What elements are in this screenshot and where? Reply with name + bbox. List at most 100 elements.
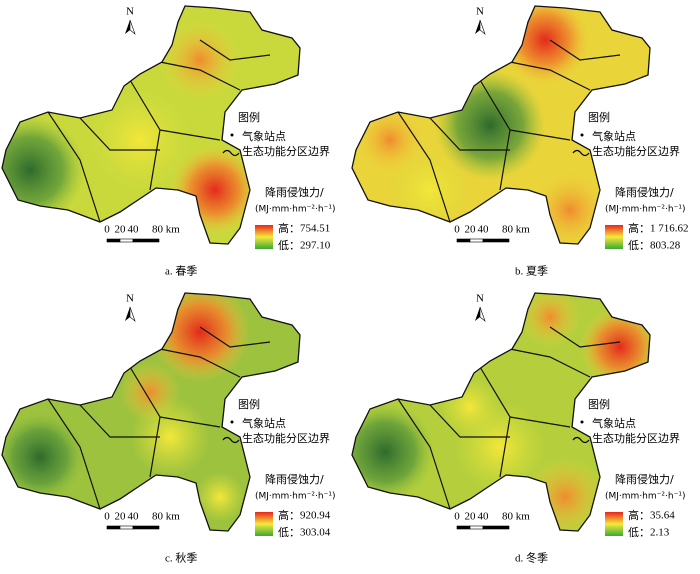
erosion-title: 降雨侵蚀力/: [265, 472, 324, 486]
scale-label: 0: [454, 224, 460, 236]
north-label: N: [476, 6, 484, 18]
zone-boundary: [159, 61, 241, 91]
color-ramp: [605, 512, 623, 536]
station-symbol: [580, 133, 584, 137]
north-arrow: [129, 19, 136, 35]
erosion-unit: (MJ·mm·hm⁻²·h⁻¹): [255, 492, 335, 502]
north-arrow: [129, 306, 136, 322]
color-ramp: [255, 512, 273, 536]
scale-bar: [469, 238, 484, 243]
high-label: 高：: [278, 508, 300, 522]
scale-bar: [119, 238, 134, 243]
legend-title: 图例: [588, 397, 610, 411]
high-label: 高：: [628, 508, 650, 522]
north-label: N: [476, 293, 484, 305]
scale-label: 20: [465, 511, 477, 523]
zone-boundary: [429, 117, 510, 151]
station-symbol: [230, 420, 234, 424]
zone-boundary: [47, 398, 101, 510]
scale-label: 20: [465, 224, 477, 236]
zone-boundary: [509, 416, 571, 428]
boundary-symbol: [572, 436, 590, 444]
scale-label: 0: [104, 511, 110, 523]
boundary-symbol: [222, 436, 240, 444]
boundary-symbol: [222, 149, 240, 157]
erosion-unit: (MJ·mm·hm⁻²·h⁻¹): [605, 492, 685, 502]
boundary-label: 生态功能分区边界: [242, 431, 330, 445]
panel-caption: c. 秋季: [165, 551, 197, 565]
low-label: 低：: [278, 239, 300, 252]
scale-bar: [482, 238, 510, 243]
station-label: 气象站点: [242, 129, 286, 143]
scale-label: 40: [128, 511, 140, 523]
raster-layer: [355, 6, 621, 244]
low-label: 低：: [628, 239, 650, 252]
low-label: 低：: [628, 526, 650, 539]
legend-title: 图例: [238, 110, 260, 124]
scale-label: 40: [128, 224, 140, 236]
zone-boundary: [159, 129, 221, 141]
high-value: 35.64: [650, 510, 675, 522]
high-value: 1 716.62: [650, 223, 689, 235]
scale-bar: [106, 525, 121, 530]
legend-title: 图例: [588, 110, 610, 124]
zone-boundary: [159, 348, 241, 378]
station-symbol: [230, 133, 234, 137]
zone-boundary: [429, 404, 510, 438]
station-label: 气象站点: [242, 416, 286, 430]
raster-patch: [352, 402, 435, 502]
legend-title: 图例: [238, 397, 260, 411]
scale-label: 0: [454, 511, 460, 523]
scale-label: 80 km: [502, 224, 530, 236]
low-value: 303.04: [300, 527, 331, 539]
north-arrow: [475, 307, 480, 321]
low-value: 803.28: [650, 240, 681, 252]
scale-bar: [469, 525, 484, 530]
scale-label: 40: [478, 224, 490, 236]
low-label: 低：: [278, 526, 300, 539]
scale-bar: [456, 525, 471, 530]
zone-boundary: [199, 39, 271, 61]
panel-caption: b. 夏季: [515, 265, 548, 278]
raster-patch: [130, 397, 210, 477]
north-arrow: [479, 19, 486, 35]
boundary-label: 生态功能分区边界: [592, 144, 680, 158]
low-value: 297.10: [300, 240, 331, 252]
raster-patch: [90, 90, 190, 190]
north-arrow: [125, 20, 130, 34]
scale-bar: [132, 525, 160, 530]
erosion-title: 降雨侵蚀力/: [615, 472, 674, 486]
zone-boundary: [199, 326, 271, 348]
raster-patch: [520, 293, 580, 347]
zone-boundary: [79, 117, 160, 151]
scale-bar: [132, 238, 160, 243]
high-value: 920.94: [300, 510, 331, 522]
color-ramp: [255, 225, 273, 249]
zone-boundary: [397, 111, 451, 223]
raster-patch: [195, 472, 245, 522]
panel-caption: d. 冬季: [515, 551, 548, 565]
high-label: 高：: [278, 221, 300, 235]
boundary-symbol: [572, 149, 590, 157]
scale-label: 80 km: [502, 511, 530, 523]
zone-boundary: [79, 404, 160, 438]
scale-label: 80 km: [152, 224, 180, 236]
north-label: N: [126, 293, 134, 305]
low-value: 2.13: [650, 527, 670, 539]
color-ramp: [605, 225, 623, 249]
zone-boundary: [159, 416, 221, 428]
station-symbol: [580, 420, 584, 424]
station-label: 气象站点: [592, 129, 636, 143]
zone-boundary: [549, 39, 621, 61]
zone-boundary: [549, 326, 621, 348]
high-label: 高：: [628, 221, 650, 235]
erosion-unit: (MJ·mm·hm⁻²·h⁻¹): [605, 205, 685, 215]
raster-patch: [160, 20, 240, 100]
zone-boundary: [509, 61, 591, 91]
erosion-title: 降雨侵蚀力/: [265, 185, 324, 199]
